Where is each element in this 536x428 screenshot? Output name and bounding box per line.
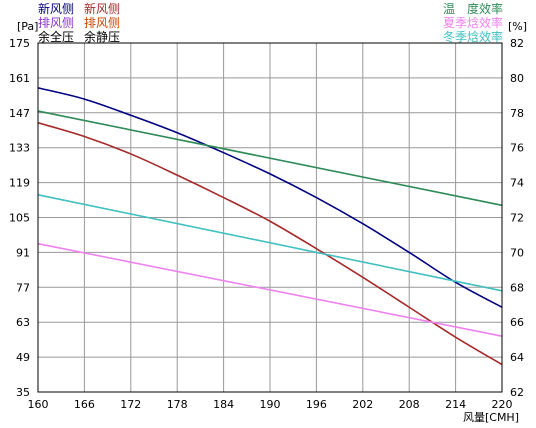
left-tick-label: 49 [16, 351, 30, 364]
plot-border [37, 42, 503, 393]
x-tick-label: 190 [260, 398, 281, 411]
series-line-4 [37, 242, 503, 337]
left-tick-label: 35 [16, 386, 30, 399]
right-axis-unit: [%] [508, 20, 527, 33]
series-line-0 [37, 87, 503, 308]
left-tick-label: 161 [9, 72, 30, 85]
axis-labels: 160 166 172 178 184 190 196 202 208 214 220 35 49 63 7… [9, 20, 527, 424]
left-axis-unit: [Pa] [17, 20, 38, 33]
right-tick-label: 78 [510, 107, 524, 120]
legend-left-item: 排风侧 [38, 16, 74, 30]
plot-frame [37, 42, 503, 393]
x-tick-label: 196 [306, 398, 327, 411]
left-tick-label: 133 [9, 142, 30, 155]
grid [38, 43, 502, 392]
x-tick-label: 178 [167, 398, 188, 411]
left-tick-label: 175 [9, 37, 30, 50]
legend-left-item: 新风侧 [38, 1, 74, 16]
series-line-2 [37, 110, 503, 207]
legend-mid-item: 排风侧 [84, 16, 120, 30]
legend-mid-item: 新风侧 [84, 1, 120, 16]
left-tick-label: 63 [16, 316, 30, 329]
left-tick-label: 105 [9, 212, 30, 225]
legend-mid-item: 余静压 [84, 29, 120, 44]
x-tick-label: 214 [445, 398, 466, 411]
right-tick-label: 64 [510, 351, 524, 364]
right-tick-label: 68 [510, 281, 524, 294]
left-tick-label: 91 [16, 246, 30, 259]
left-tick-label: 147 [9, 107, 30, 120]
right-tick-label: 62 [510, 386, 524, 399]
right-tick-label: 72 [510, 212, 524, 225]
legend-right-item: 夏季焓效率 [443, 15, 503, 30]
series-lines [37, 87, 503, 366]
series-line-3 [37, 194, 503, 292]
right-tick-label: 80 [510, 72, 524, 85]
left-tick-label: 77 [16, 281, 30, 294]
x-tick-label: 220 [492, 398, 513, 411]
legend-right-item: 温 度效率 [443, 1, 503, 16]
x-axis-label: 风量[CMH] [463, 411, 519, 424]
x-tick-label: 184 [213, 398, 234, 411]
x-tick-label: 208 [399, 398, 420, 411]
right-tick-label: 82 [510, 37, 524, 50]
series-line-1 [37, 122, 503, 366]
right-tick-label: 66 [510, 316, 524, 329]
legend-left-item: 余全压 [38, 29, 74, 44]
x-tick-label: 202 [352, 398, 373, 411]
legend-right-item: 冬季焓效率 [443, 29, 503, 44]
right-tick-label: 76 [510, 142, 524, 155]
x-tick-label: 160 [28, 398, 49, 411]
right-tick-label: 74 [510, 177, 524, 190]
x-tick-label: 172 [120, 398, 141, 411]
x-tick-label: 166 [74, 398, 95, 411]
left-tick-label: 119 [9, 177, 30, 190]
right-tick-label: 70 [510, 246, 524, 259]
